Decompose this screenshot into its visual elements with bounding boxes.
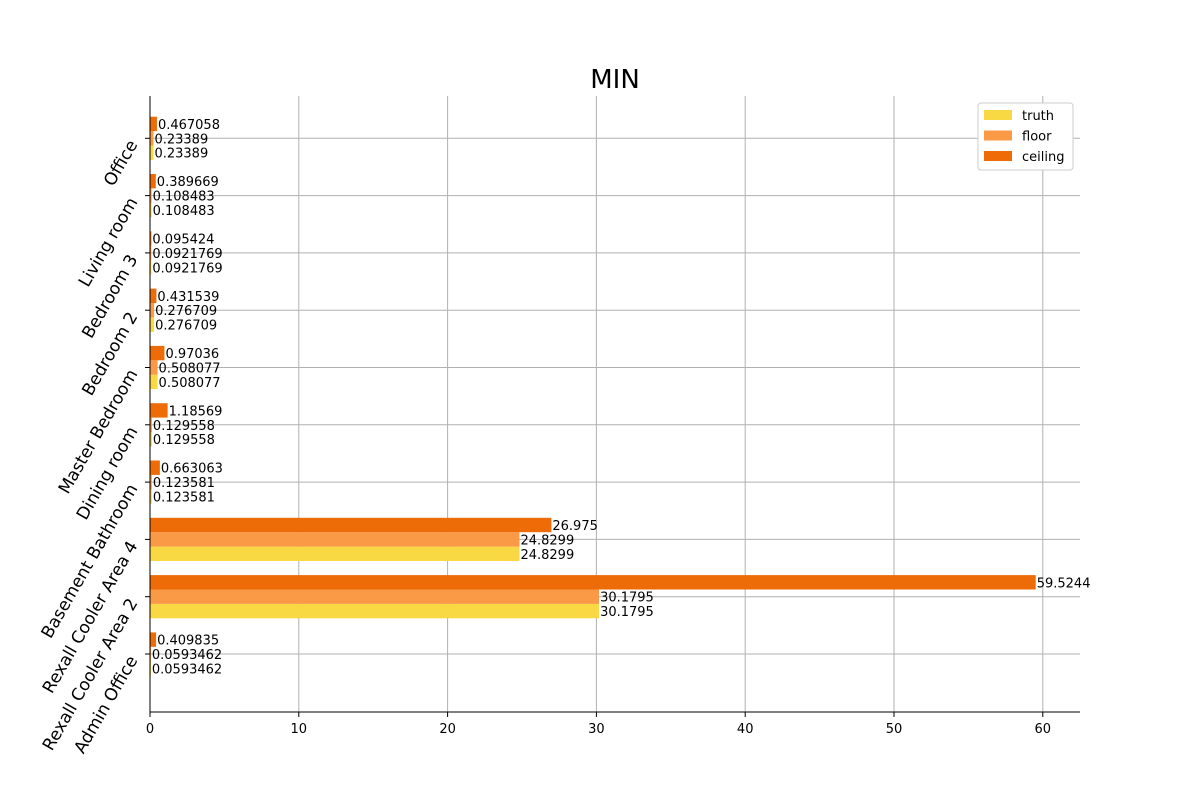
chart-title: MIN (590, 65, 640, 95)
legend-swatch (984, 110, 1012, 120)
bar-ceiling (150, 403, 168, 418)
data-label: 0.23389 (154, 147, 208, 162)
x-tick-label: 60 (1035, 722, 1052, 737)
bar-floor (150, 360, 158, 375)
bar-ceiling (150, 231, 152, 246)
bar-truth (150, 546, 520, 561)
data-label: 24.8299 (520, 533, 574, 548)
bar-truth (150, 145, 154, 160)
data-label: 0.409835 (157, 634, 219, 649)
bar-truth (150, 489, 152, 504)
bar-ceiling (150, 575, 1036, 590)
data-label: 0.276709 (155, 304, 217, 319)
x-tick-label: 0 (146, 722, 154, 737)
data-label: 0.0921769 (152, 261, 222, 276)
bar-floor (150, 188, 152, 203)
data-label: 26.975 (552, 519, 598, 534)
bar-truth (150, 374, 158, 390)
data-label: 0.0921769 (152, 247, 222, 262)
bar-floor (150, 532, 520, 547)
data-label: 0.123581 (153, 491, 215, 506)
data-label: 0.663063 (161, 462, 223, 477)
data-label: 30.1795 (600, 605, 654, 620)
data-label: 0.276709 (155, 319, 217, 334)
bar-floor (150, 474, 152, 490)
data-label: 30.1795 (600, 591, 654, 606)
data-label: 0.389669 (157, 175, 219, 190)
data-label: 0.0593462 (152, 662, 222, 677)
legend-label: floor (1022, 130, 1052, 145)
legend-swatch (984, 130, 1012, 141)
bar-ceiling (150, 460, 160, 475)
data-label: 0.0593462 (152, 648, 222, 663)
bar-floor (150, 131, 154, 146)
bar-truth (150, 260, 152, 275)
data-label: 0.23389 (154, 132, 208, 147)
bar-ceiling (150, 174, 156, 189)
y-tick-label: Office (100, 137, 142, 190)
bar-truth (150, 202, 152, 218)
bar-ceiling (150, 116, 157, 132)
data-label: 0.508077 (159, 376, 221, 391)
data-label: 0.97036 (165, 347, 219, 362)
bar-truth (150, 317, 155, 332)
legend-label: ceiling (1022, 150, 1064, 165)
bar-ceiling (150, 517, 552, 533)
x-tick-label: 40 (737, 722, 754, 737)
bar-ceiling (150, 632, 157, 647)
x-tick-label: 20 (439, 722, 456, 737)
data-label: 59.5244 (1037, 576, 1091, 591)
x-tick-label: 50 (886, 722, 903, 737)
legend: truth floor ceiling (977, 102, 1074, 171)
bar-floor (150, 303, 155, 318)
data-label: 1.18569 (169, 404, 223, 419)
data-label: 0.129558 (153, 433, 215, 448)
bar-floor (150, 417, 152, 432)
data-label: 0.123581 (153, 476, 215, 491)
data-label: 0.095424 (152, 233, 214, 248)
bar-ceiling (150, 288, 157, 303)
data-label: 0.129558 (153, 419, 215, 434)
data-label: 0.467058 (158, 118, 220, 133)
bar-truth (150, 432, 152, 447)
bar-ceiling (150, 345, 165, 361)
data-label: 0.508077 (159, 362, 221, 377)
x-tick-label: 30 (588, 722, 605, 737)
x-tick-label: 10 (291, 722, 308, 737)
legend-label: truth (1022, 109, 1054, 124)
data-label: 0.431539 (157, 290, 219, 305)
grid-lines (149, 96, 1080, 712)
bars (150, 116, 1036, 676)
data-label: 24.8299 (520, 548, 574, 563)
bar-truth (150, 603, 600, 619)
bar-floor (150, 245, 152, 261)
bar-floor (150, 589, 600, 604)
data-labels: 0.23389 0.108483 0.0921769 0.276709 0.508077… (152, 118, 1091, 678)
legend-swatch (984, 151, 1012, 161)
data-label: 0.108483 (153, 204, 215, 219)
data-label: 0.108483 (153, 190, 215, 205)
